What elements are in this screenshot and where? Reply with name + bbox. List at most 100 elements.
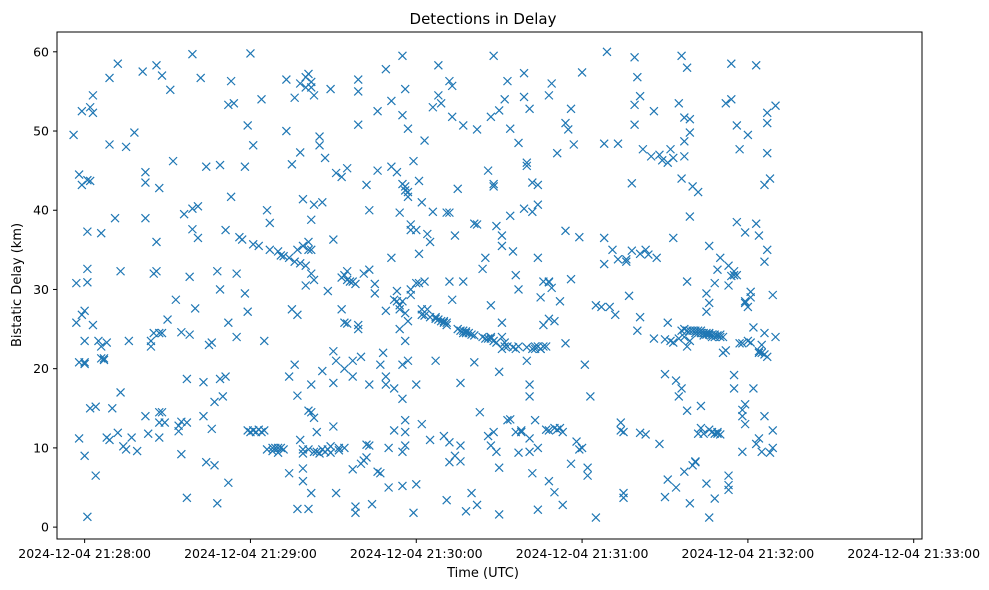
data-point <box>516 427 526 437</box>
data-point <box>702 307 711 317</box>
data-point <box>373 166 382 176</box>
data-point <box>185 330 195 340</box>
data-point <box>293 245 302 255</box>
data-point <box>403 124 413 134</box>
data-point <box>696 401 706 411</box>
data-point <box>516 426 526 435</box>
data-point <box>400 415 410 425</box>
data-point <box>290 93 300 103</box>
data-point <box>323 286 333 296</box>
data-point <box>398 51 407 61</box>
data-point <box>315 140 324 150</box>
data-point <box>724 485 733 495</box>
data-point <box>599 139 609 149</box>
data-point <box>91 402 101 412</box>
data-point <box>146 342 156 351</box>
data-point <box>635 428 645 438</box>
data-point <box>82 277 92 287</box>
data-point <box>411 380 421 389</box>
data-point <box>613 139 623 149</box>
data-point <box>85 176 95 186</box>
data-point <box>386 96 396 106</box>
data-point <box>212 266 222 276</box>
data-point <box>317 366 327 376</box>
data-point <box>339 443 349 453</box>
data-point <box>472 125 482 134</box>
data-point <box>718 332 728 342</box>
data-point <box>710 494 720 504</box>
data-point <box>301 261 311 271</box>
data-point <box>293 310 302 320</box>
data-point <box>668 233 678 243</box>
data-point <box>478 332 488 342</box>
data-point <box>530 415 540 425</box>
data-point <box>215 160 225 170</box>
data-point <box>737 447 747 457</box>
data-point <box>414 176 424 186</box>
data-point <box>757 340 767 350</box>
data-point <box>561 226 570 236</box>
data-point <box>519 92 529 102</box>
data-point <box>533 180 543 190</box>
data-point <box>210 397 219 407</box>
data-point <box>480 253 490 263</box>
data-point <box>445 76 454 86</box>
data-point <box>760 328 769 338</box>
data-point <box>259 426 269 435</box>
data-point <box>370 288 380 298</box>
data-point <box>503 415 512 425</box>
data-point <box>276 443 286 453</box>
data-point <box>326 84 336 94</box>
data-point <box>666 144 675 154</box>
data-point <box>290 257 300 267</box>
data-point <box>320 153 330 163</box>
data-point <box>328 422 338 431</box>
data-point <box>442 318 452 328</box>
data-point <box>436 316 446 326</box>
data-point <box>96 342 106 351</box>
data-point <box>226 76 236 86</box>
data-point <box>420 136 429 145</box>
data-point <box>660 492 670 502</box>
data-point <box>113 59 123 69</box>
data-point <box>735 338 745 348</box>
data-point <box>132 446 142 456</box>
data-point <box>646 151 656 161</box>
data-point <box>85 403 95 413</box>
data-point <box>467 488 476 498</box>
data-point <box>82 175 92 185</box>
data-point <box>550 316 559 326</box>
data-point <box>304 237 313 247</box>
y-tick-label: 30 <box>33 282 49 297</box>
data-point <box>757 447 767 457</box>
data-point <box>729 384 739 393</box>
data-point <box>561 338 570 348</box>
y-tick-label: 20 <box>33 361 49 376</box>
data-point <box>240 162 250 172</box>
data-point <box>489 336 499 346</box>
y-tick-label: 40 <box>33 203 49 218</box>
data-point <box>536 292 546 302</box>
data-point <box>685 114 695 124</box>
data-point <box>348 464 358 474</box>
data-point <box>279 445 289 454</box>
data-point <box>400 336 410 346</box>
data-point <box>715 430 725 439</box>
data-point <box>724 281 733 290</box>
data-point <box>704 513 714 523</box>
data-point <box>715 253 725 263</box>
data-point <box>364 380 374 389</box>
data-point <box>671 483 681 492</box>
data-point <box>141 167 150 177</box>
data-point <box>400 186 410 195</box>
data-point <box>392 167 402 177</box>
data-point <box>190 304 200 313</box>
data-point <box>398 296 407 306</box>
data-point <box>386 253 396 263</box>
data-point <box>328 346 338 356</box>
data-point <box>342 319 352 328</box>
data-point <box>290 360 300 370</box>
data-point <box>442 320 452 330</box>
data-point <box>702 328 711 338</box>
data-point <box>660 369 670 379</box>
